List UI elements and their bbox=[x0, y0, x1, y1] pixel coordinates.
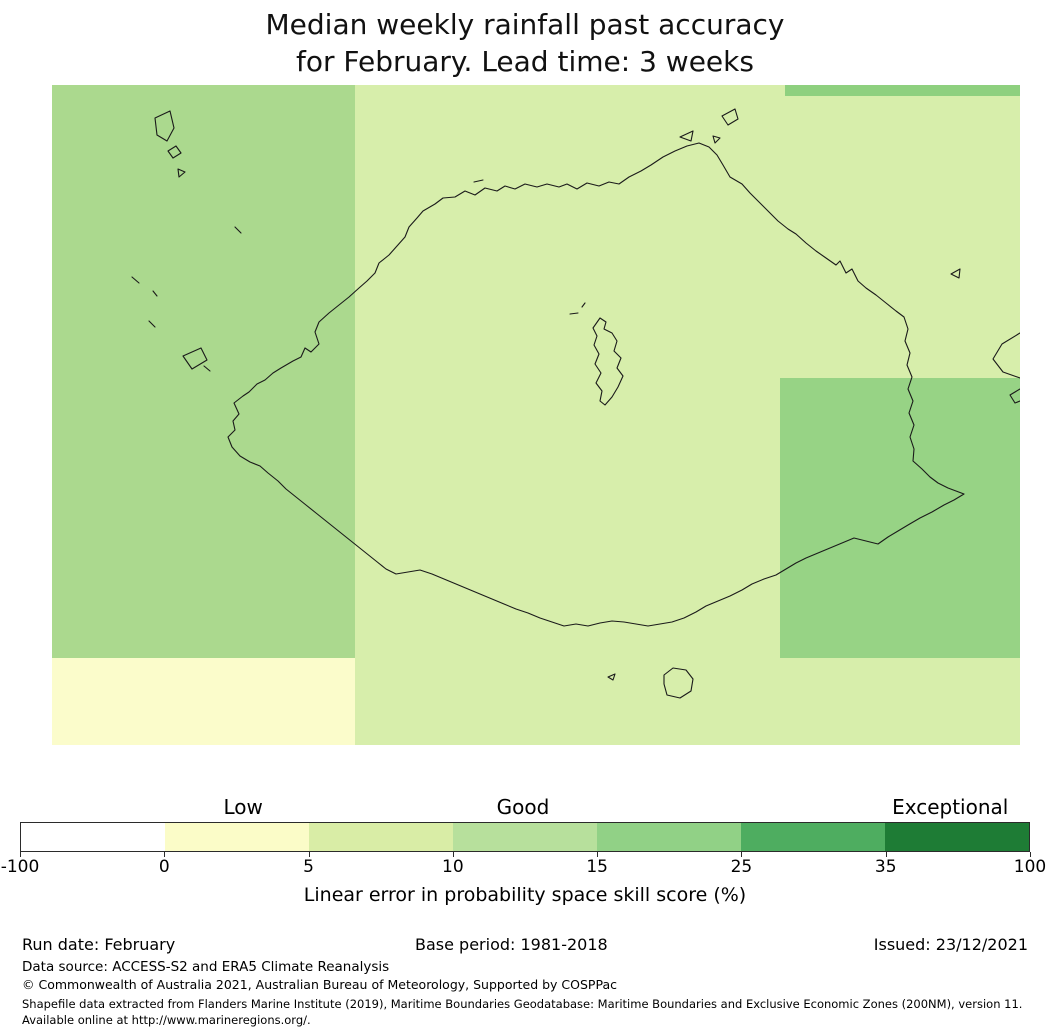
east-islets bbox=[950, 268, 1020, 404]
colorbar-tick-label-0: 0 bbox=[158, 857, 170, 877]
central-island bbox=[592, 317, 624, 406]
copyright-label: © Commonwealth of Australia 2021, Austra… bbox=[22, 977, 617, 992]
base-period-label: Base period: 1981-2018 bbox=[415, 935, 608, 954]
colorbar-segment-6 bbox=[885, 823, 1029, 851]
run-date-label: Run date: February bbox=[22, 935, 176, 954]
colorbar-axis-label: Linear error in probability space skill … bbox=[303, 884, 747, 906]
west-islet bbox=[182, 347, 208, 370]
colorbar-tick-label-100: 100 bbox=[1013, 857, 1047, 877]
central-islet-dashes bbox=[569, 302, 586, 315]
colorbar-category-good: Good bbox=[496, 795, 550, 819]
map-region-east-block bbox=[780, 378, 1020, 658]
colorbar-category-exceptional: Exceptional bbox=[892, 795, 1009, 819]
colorbar-tick-labels: -100 0 5 10 15 25 35 100 bbox=[1, 857, 1047, 877]
footer-row: Run date: February Base period: 1981-201… bbox=[0, 935, 1050, 955]
eez-boundary bbox=[227, 142, 965, 627]
colorbar-tick-label--100: -100 bbox=[0, 857, 40, 877]
chart-title-line2: for February. Lead time: 3 weeks bbox=[296, 45, 754, 78]
data-source-label: Data source: ACCESS-S2 and ERA5 Climate … bbox=[22, 959, 390, 975]
coastline-overlay bbox=[131, 108, 1020, 699]
colorbar-tick-label-35: 35 bbox=[874, 857, 897, 877]
colorbar-tick-label-25: 25 bbox=[730, 857, 753, 877]
colorbar-segment-3 bbox=[453, 823, 597, 851]
colorbar-segment-1 bbox=[165, 823, 309, 851]
chart-title-line1: Median weekly rainfall past accuracy bbox=[265, 8, 785, 41]
south-islets bbox=[607, 667, 694, 699]
map-region-northwest-band bbox=[52, 85, 355, 658]
map-panel bbox=[52, 85, 1020, 745]
page-title: Median weekly rainfall past accuracy for… bbox=[0, 6, 1050, 80]
shapefile-attribution: Shapefile data extracted from Flanders M… bbox=[22, 997, 1023, 1027]
northwest-islet-dashes bbox=[131, 226, 242, 372]
issued-date-label: Issued: 23/12/2021 bbox=[873, 935, 1028, 954]
colorbar-gradient bbox=[20, 822, 1030, 852]
colorbar-segment-4 bbox=[597, 823, 741, 851]
map-region-northeast-strip bbox=[785, 85, 1020, 96]
colorbar-category-labels: Low Good Exceptional bbox=[20, 795, 1030, 821]
colorbar-tick-label-10: 10 bbox=[442, 857, 464, 877]
map-region-southwest-block bbox=[52, 658, 355, 745]
colorbar-category-low: Low bbox=[223, 795, 263, 819]
colorbar-tick-label-5: 5 bbox=[303, 857, 314, 877]
north-islets bbox=[473, 108, 739, 183]
northwest-islets bbox=[154, 110, 186, 178]
colorbar-segment-2 bbox=[309, 823, 453, 851]
colorbar-segment-5 bbox=[741, 823, 885, 851]
colorbar-tick-label-15: 15 bbox=[586, 857, 608, 877]
colorbar-tick-marks bbox=[20, 852, 1031, 857]
colorbar-segment-0 bbox=[21, 823, 165, 851]
